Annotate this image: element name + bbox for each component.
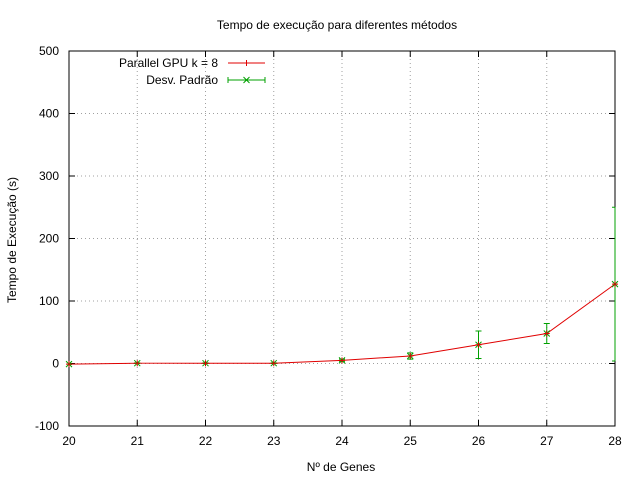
tick-labels: 20 21 22 23 24 25 26 27 28 -100 0 100 200 300 400 500 [35, 44, 622, 448]
data-point-plus [270, 360, 277, 367]
data-point-plus [202, 360, 209, 367]
y-tick-label: 500 [39, 44, 59, 58]
series-line [68, 283, 616, 365]
x-axis-label: Nº de Genes [307, 460, 375, 474]
x-tick-label: 23 [267, 434, 281, 448]
legend-marker-series-1 [243, 60, 250, 66]
x-tick-label: 26 [472, 434, 486, 448]
legend-label-series-1: Parallel GPU k = 8 [119, 56, 218, 70]
x-tick-label: 20 [62, 434, 76, 448]
y-tick-label: 100 [39, 294, 59, 308]
chart-title: Tempo de execução para diferentes método… [217, 18, 457, 32]
data-point-plus [407, 353, 414, 359]
data-point-plus [339, 357, 345, 364]
x-tick-label: 28 [608, 434, 622, 448]
data-point-plus [475, 341, 482, 348]
x-tick-label: 22 [199, 434, 213, 448]
x-tick-label: 21 [131, 434, 145, 448]
data-point-plus [66, 361, 72, 368]
x-tick-label: 25 [404, 434, 418, 448]
y-tick-label: -100 [35, 419, 59, 433]
legend-label-series-2: Desv. Padrão [146, 73, 218, 87]
legend: Parallel GPU k = 8 Desv. Padrão [119, 56, 266, 87]
grid [69, 51, 615, 426]
y-tick-label: 200 [39, 232, 59, 246]
legend-marker-series-2 [243, 76, 250, 84]
data-point-plus [612, 281, 618, 288]
y-tick-label: 0 [52, 357, 59, 371]
data-point-plus [134, 360, 141, 367]
series [65, 206, 619, 368]
y-tick-label: 400 [39, 107, 59, 121]
data-point-plus [543, 330, 550, 337]
y-axis-label: Tempo de Execução (s) [5, 177, 19, 303]
x-tick-label: 27 [540, 434, 554, 448]
x-tick-label: 24 [335, 434, 349, 448]
y-tick-label: 300 [39, 169, 59, 183]
